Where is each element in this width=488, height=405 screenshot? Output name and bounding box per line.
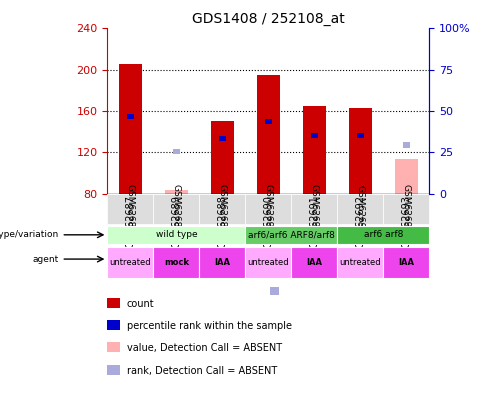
Text: percentile rank within the sample: percentile rank within the sample	[127, 321, 292, 331]
Bar	[107, 247, 153, 278]
Text: genotype/variation: genotype/variation	[0, 230, 59, 239]
Bar	[270, 287, 279, 295]
Bar	[211, 121, 234, 194]
Text: GSM62688: GSM62688	[218, 184, 227, 234]
FancyBboxPatch shape	[337, 194, 384, 224]
Bar	[165, 190, 188, 194]
Text: GSM62691: GSM62691	[310, 184, 319, 234]
Text: GSM62692: GSM62692	[355, 195, 366, 248]
Bar	[107, 226, 245, 244]
FancyBboxPatch shape	[153, 194, 200, 224]
Bar	[219, 136, 226, 141]
FancyBboxPatch shape	[200, 194, 245, 224]
Bar	[200, 247, 245, 278]
Bar	[257, 75, 280, 194]
Text: IAA: IAA	[214, 258, 230, 267]
FancyBboxPatch shape	[245, 194, 291, 224]
Bar	[337, 226, 429, 244]
Bar	[349, 108, 372, 194]
Text: untreated: untreated	[247, 258, 289, 267]
Bar	[395, 160, 418, 194]
Text: GSM62692: GSM62692	[356, 185, 365, 234]
Text: untreated: untreated	[340, 258, 381, 267]
Text: count: count	[127, 299, 155, 309]
Bar	[265, 119, 272, 124]
Bar	[270, 287, 279, 295]
Bar	[153, 247, 200, 278]
Text: GSM62689: GSM62689	[171, 195, 182, 248]
Bar	[384, 247, 429, 278]
Bar	[270, 287, 279, 295]
FancyBboxPatch shape	[107, 194, 153, 224]
Text: GSM62690: GSM62690	[264, 184, 273, 234]
Text: GSM62689: GSM62689	[172, 184, 181, 234]
Text: arf6/arf6 ARF8/arf8: arf6/arf6 ARF8/arf8	[248, 230, 335, 239]
Text: GSM62693: GSM62693	[402, 184, 411, 234]
Text: GSM62687: GSM62687	[126, 184, 135, 234]
Text: arf6 arf8: arf6 arf8	[364, 230, 403, 239]
Text: mock: mock	[164, 258, 189, 267]
Bar	[357, 133, 364, 138]
Text: untreated: untreated	[109, 258, 151, 267]
Bar	[403, 143, 410, 147]
Text: value, Detection Call = ABSENT: value, Detection Call = ABSENT	[127, 343, 282, 353]
Bar	[291, 247, 337, 278]
Bar	[245, 226, 337, 244]
Bar	[303, 106, 326, 194]
FancyBboxPatch shape	[384, 194, 429, 224]
Text: GSM62691: GSM62691	[309, 195, 320, 248]
FancyBboxPatch shape	[291, 194, 337, 224]
Text: rank, Detection Call = ABSENT: rank, Detection Call = ABSENT	[127, 366, 277, 375]
Bar	[270, 287, 279, 295]
Bar	[119, 64, 142, 194]
Text: GSM62687: GSM62687	[125, 195, 135, 248]
Title: GDS1408 / 252108_at: GDS1408 / 252108_at	[192, 12, 345, 26]
Bar	[337, 247, 384, 278]
Bar	[311, 133, 318, 138]
Text: IAA: IAA	[398, 258, 414, 267]
Bar	[245, 247, 291, 278]
Bar	[173, 149, 180, 154]
Text: IAA: IAA	[306, 258, 323, 267]
Bar	[127, 113, 134, 119]
Text: GSM62693: GSM62693	[402, 195, 411, 248]
Text: agent: agent	[33, 255, 59, 264]
Text: wild type: wild type	[156, 230, 197, 239]
Text: GSM62690: GSM62690	[264, 195, 273, 248]
Text: GSM62688: GSM62688	[217, 195, 227, 248]
